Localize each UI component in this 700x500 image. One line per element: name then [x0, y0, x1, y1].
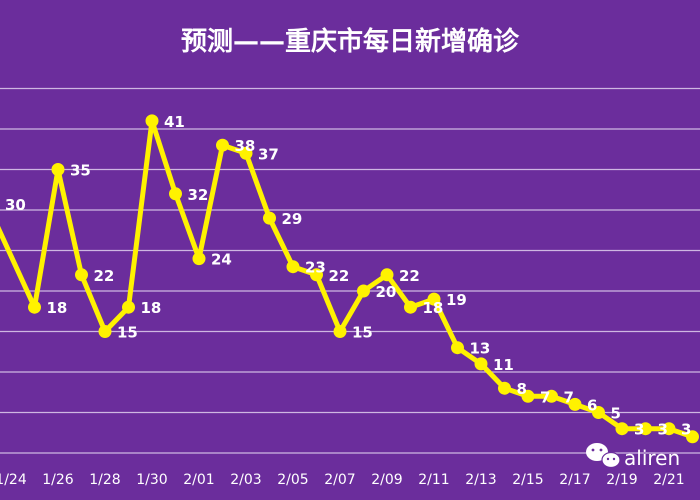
data-label: 18 — [141, 299, 162, 317]
gridlines — [0, 87, 700, 454]
data-point — [263, 211, 276, 225]
data-label: 18 — [423, 299, 444, 317]
data-label: 37 — [258, 145, 279, 163]
x-tick-label: 2/05 — [277, 472, 308, 488]
x-tick-labels: 1/24 1/26 1/28 1/30 2/01 2/03 2/05 2/07 2/09 2/11… — [0, 472, 685, 488]
data-label: 22 — [399, 267, 420, 285]
data-label: 8 — [517, 380, 527, 398]
data-label: 15 — [352, 324, 373, 342]
data-label: 13 — [470, 340, 491, 358]
data-point — [451, 341, 464, 355]
x-tick-label: 2/07 — [324, 472, 355, 488]
data-label: 24 — [211, 251, 232, 269]
data-point — [427, 292, 441, 306]
x-tick-label: 2/11 — [418, 472, 449, 488]
watermark: aliren — [586, 443, 680, 470]
data-point — [122, 300, 135, 314]
data-points — [28, 114, 699, 444]
data-point — [545, 389, 558, 403]
chart-title: 预测——重庆市每日新增确诊 — [181, 26, 520, 57]
data-point — [380, 268, 394, 282]
data-label: 22 — [94, 267, 115, 285]
x-tick-label: 2/19 — [606, 472, 637, 488]
data-label: 5 — [611, 405, 621, 423]
x-tick-label: 1/28 — [89, 472, 120, 488]
data-label: 19 — [446, 291, 467, 309]
data-label: 18 — [47, 299, 68, 317]
data-point — [239, 146, 253, 160]
data-point — [192, 252, 206, 266]
data-point — [169, 187, 182, 201]
data-point — [28, 300, 41, 314]
x-tick-label: 2/21 — [653, 472, 684, 488]
x-tick-label: 2/01 — [183, 472, 214, 488]
data-label: 29 — [282, 210, 303, 228]
x-tick-label: 1/26 — [42, 472, 74, 488]
data-point — [639, 422, 652, 436]
data-label: 7 — [564, 388, 574, 406]
data-point — [357, 284, 370, 298]
x-tick-label: 2/03 — [230, 472, 261, 488]
data-point — [98, 325, 112, 338]
data-point — [310, 268, 323, 282]
data-label: 35 — [70, 162, 91, 180]
x-tick-label: 2/13 — [465, 472, 496, 488]
data-point — [145, 114, 159, 128]
data-point — [568, 397, 582, 411]
data-point — [474, 357, 488, 371]
data-label: 11 — [493, 356, 514, 374]
data-label: 30 — [5, 196, 26, 214]
x-tick-label: 1/24 — [0, 472, 27, 488]
data-point — [216, 138, 229, 152]
data-point — [286, 260, 300, 274]
data-point — [51, 163, 65, 176]
data-label: 22 — [329, 267, 350, 285]
data-label: 3 — [634, 421, 644, 439]
x-tick-label: 2/15 — [512, 472, 543, 488]
data-label: 3 — [658, 421, 668, 439]
data-point — [662, 422, 676, 436]
data-point — [75, 268, 88, 282]
data-point — [521, 389, 535, 403]
data-point — [615, 422, 629, 436]
data-point — [404, 300, 417, 314]
data-point — [333, 325, 347, 338]
data-point — [498, 381, 511, 395]
data-point — [592, 406, 605, 419]
x-tick-label: 1/30 — [136, 472, 167, 488]
x-tick-label: 2/17 — [559, 472, 590, 488]
x-tick-label: 2/09 — [371, 472, 402, 488]
data-label: 15 — [117, 324, 138, 342]
data-label: 32 — [188, 186, 209, 204]
data-point — [686, 430, 699, 444]
watermark-text: aliren — [624, 446, 680, 470]
data-label: 6 — [587, 396, 597, 414]
data-label: 23 — [305, 259, 326, 277]
data-label: 20 — [376, 283, 397, 301]
data-label: 41 — [164, 113, 185, 131]
data-label: 7 — [540, 388, 550, 406]
wechat-icon — [586, 443, 621, 469]
data-label: 3 — [681, 421, 691, 439]
data-label: 38 — [235, 137, 256, 155]
